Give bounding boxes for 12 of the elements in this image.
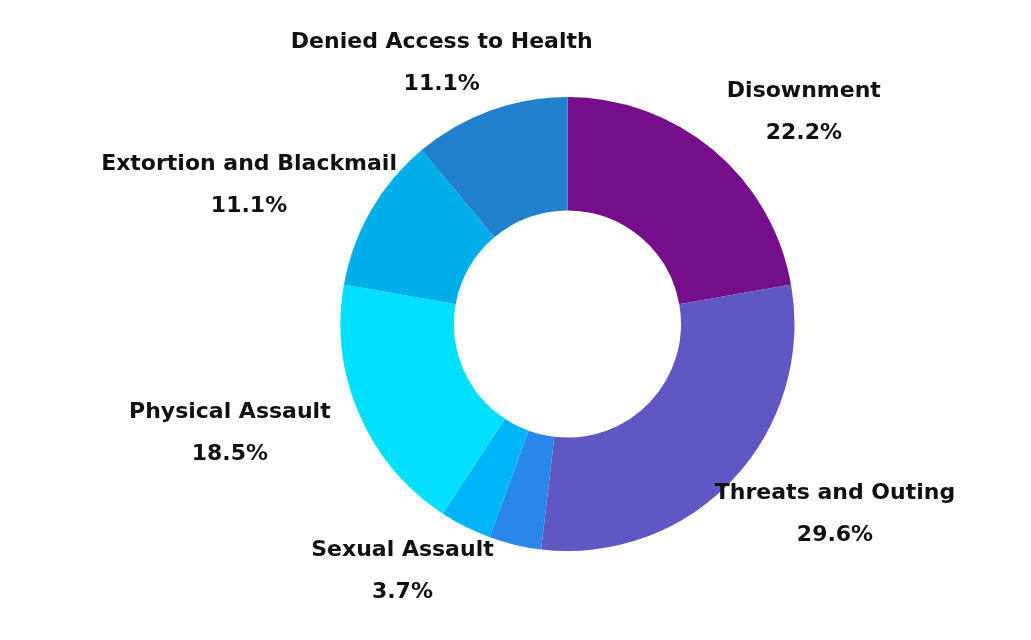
data-label: 11.1% bbox=[210, 192, 288, 218]
slice-label: Physical Assault bbox=[129, 398, 332, 424]
data-label: 3.7% bbox=[371, 578, 433, 604]
data-label: 18.5% bbox=[191, 440, 268, 466]
slice-label: Threats and Outing bbox=[714, 478, 956, 504]
data-label: 29.6% bbox=[796, 520, 874, 546]
slice-label: Disownment bbox=[726, 76, 882, 102]
slice-label: Denied Access to Health bbox=[290, 28, 593, 54]
data-label: 22.2% bbox=[765, 118, 843, 144]
slice-label: Extortion and Blackmail bbox=[101, 150, 397, 176]
slice-label: Sexual Assault bbox=[311, 536, 495, 562]
data-label: 11.1% bbox=[403, 70, 480, 96]
